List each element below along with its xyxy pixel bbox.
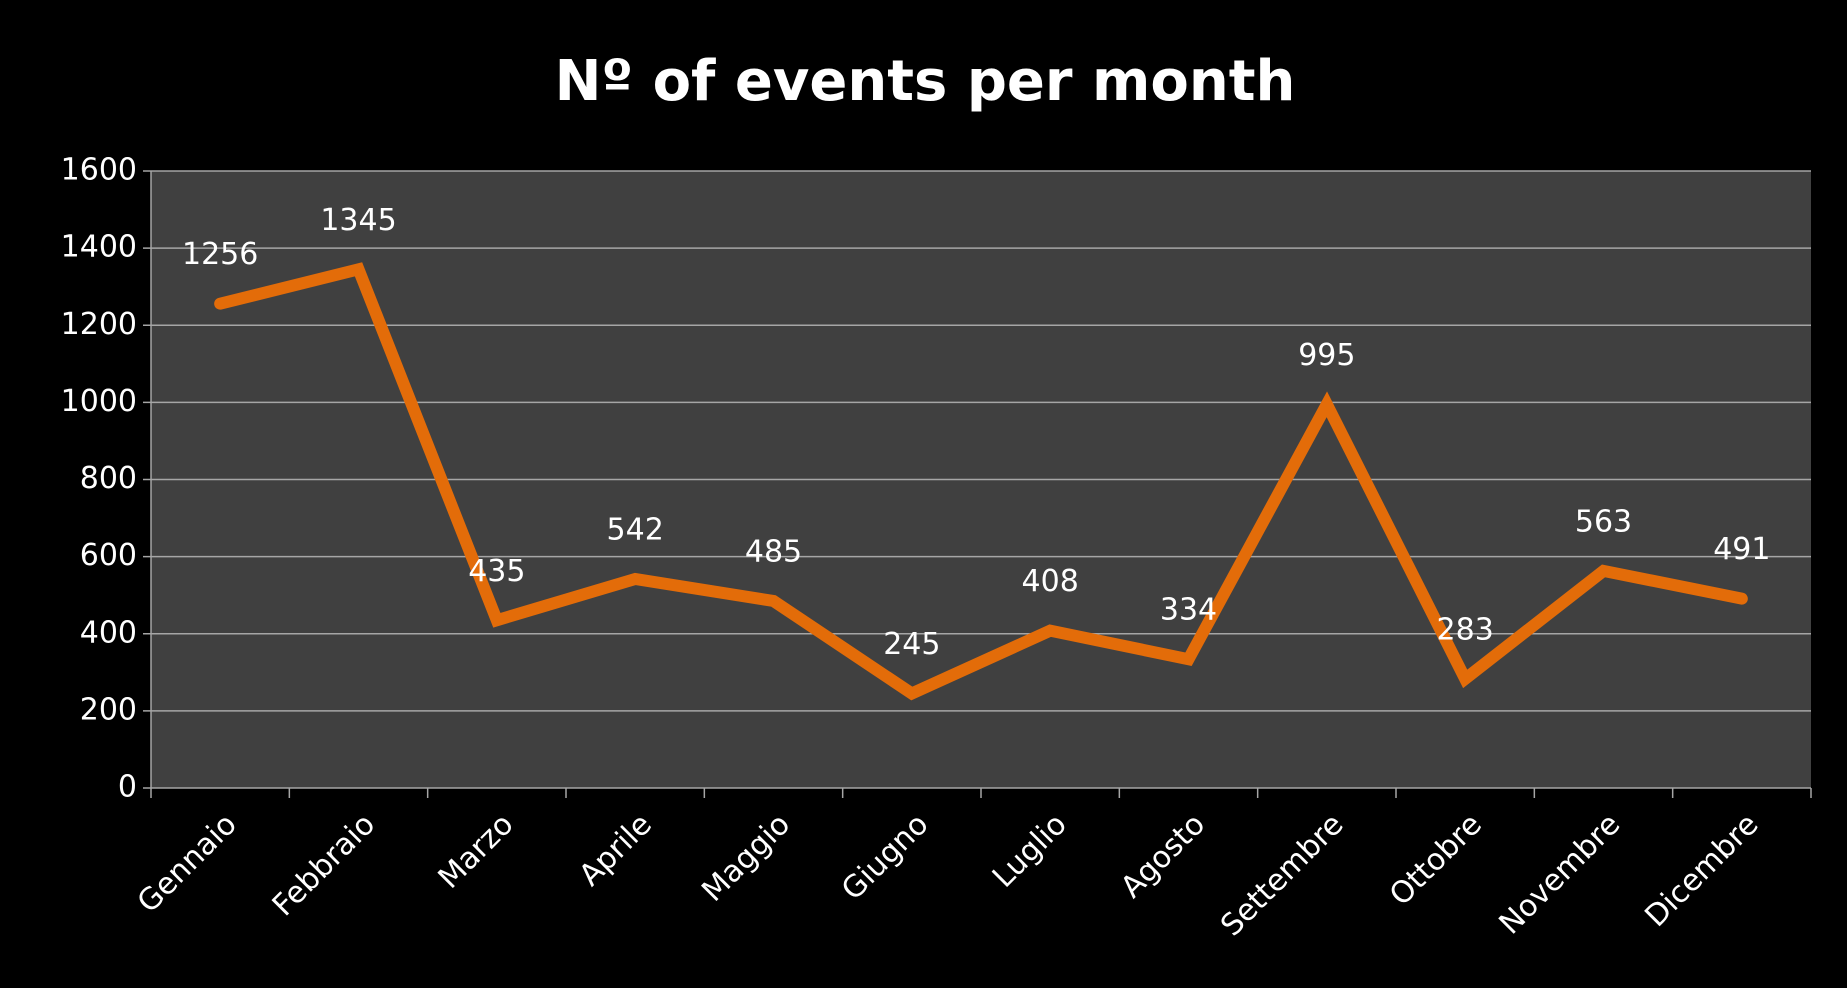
data-label: 1256 (182, 237, 258, 272)
data-label: 491 (1713, 532, 1770, 567)
y-tick-label: 200 (80, 692, 137, 727)
data-label: 334 (1160, 593, 1217, 628)
data-label: 1345 (320, 203, 396, 238)
data-label: 995 (1298, 338, 1355, 373)
chart-title: Nº of events per month (555, 49, 1296, 114)
y-tick-label: 1400 (61, 230, 137, 265)
data-label: 542 (607, 512, 664, 547)
data-label: 245 (883, 627, 940, 662)
data-label: 283 (1437, 612, 1494, 647)
y-tick-label: 1200 (61, 307, 137, 342)
data-label: 485 (745, 534, 802, 569)
y-tick-label: 400 (80, 615, 137, 650)
data-label: 563 (1575, 504, 1632, 539)
y-tick-label: 1600 (61, 153, 137, 188)
data-label: 435 (468, 554, 525, 589)
y-tick-label: 0 (118, 770, 137, 805)
data-label: 408 (1022, 564, 1079, 599)
data-line (214, 262, 1748, 701)
y-tick-label: 800 (80, 461, 137, 496)
y-tick-label: 1000 (61, 384, 137, 419)
y-tick-label: 600 (80, 538, 137, 573)
